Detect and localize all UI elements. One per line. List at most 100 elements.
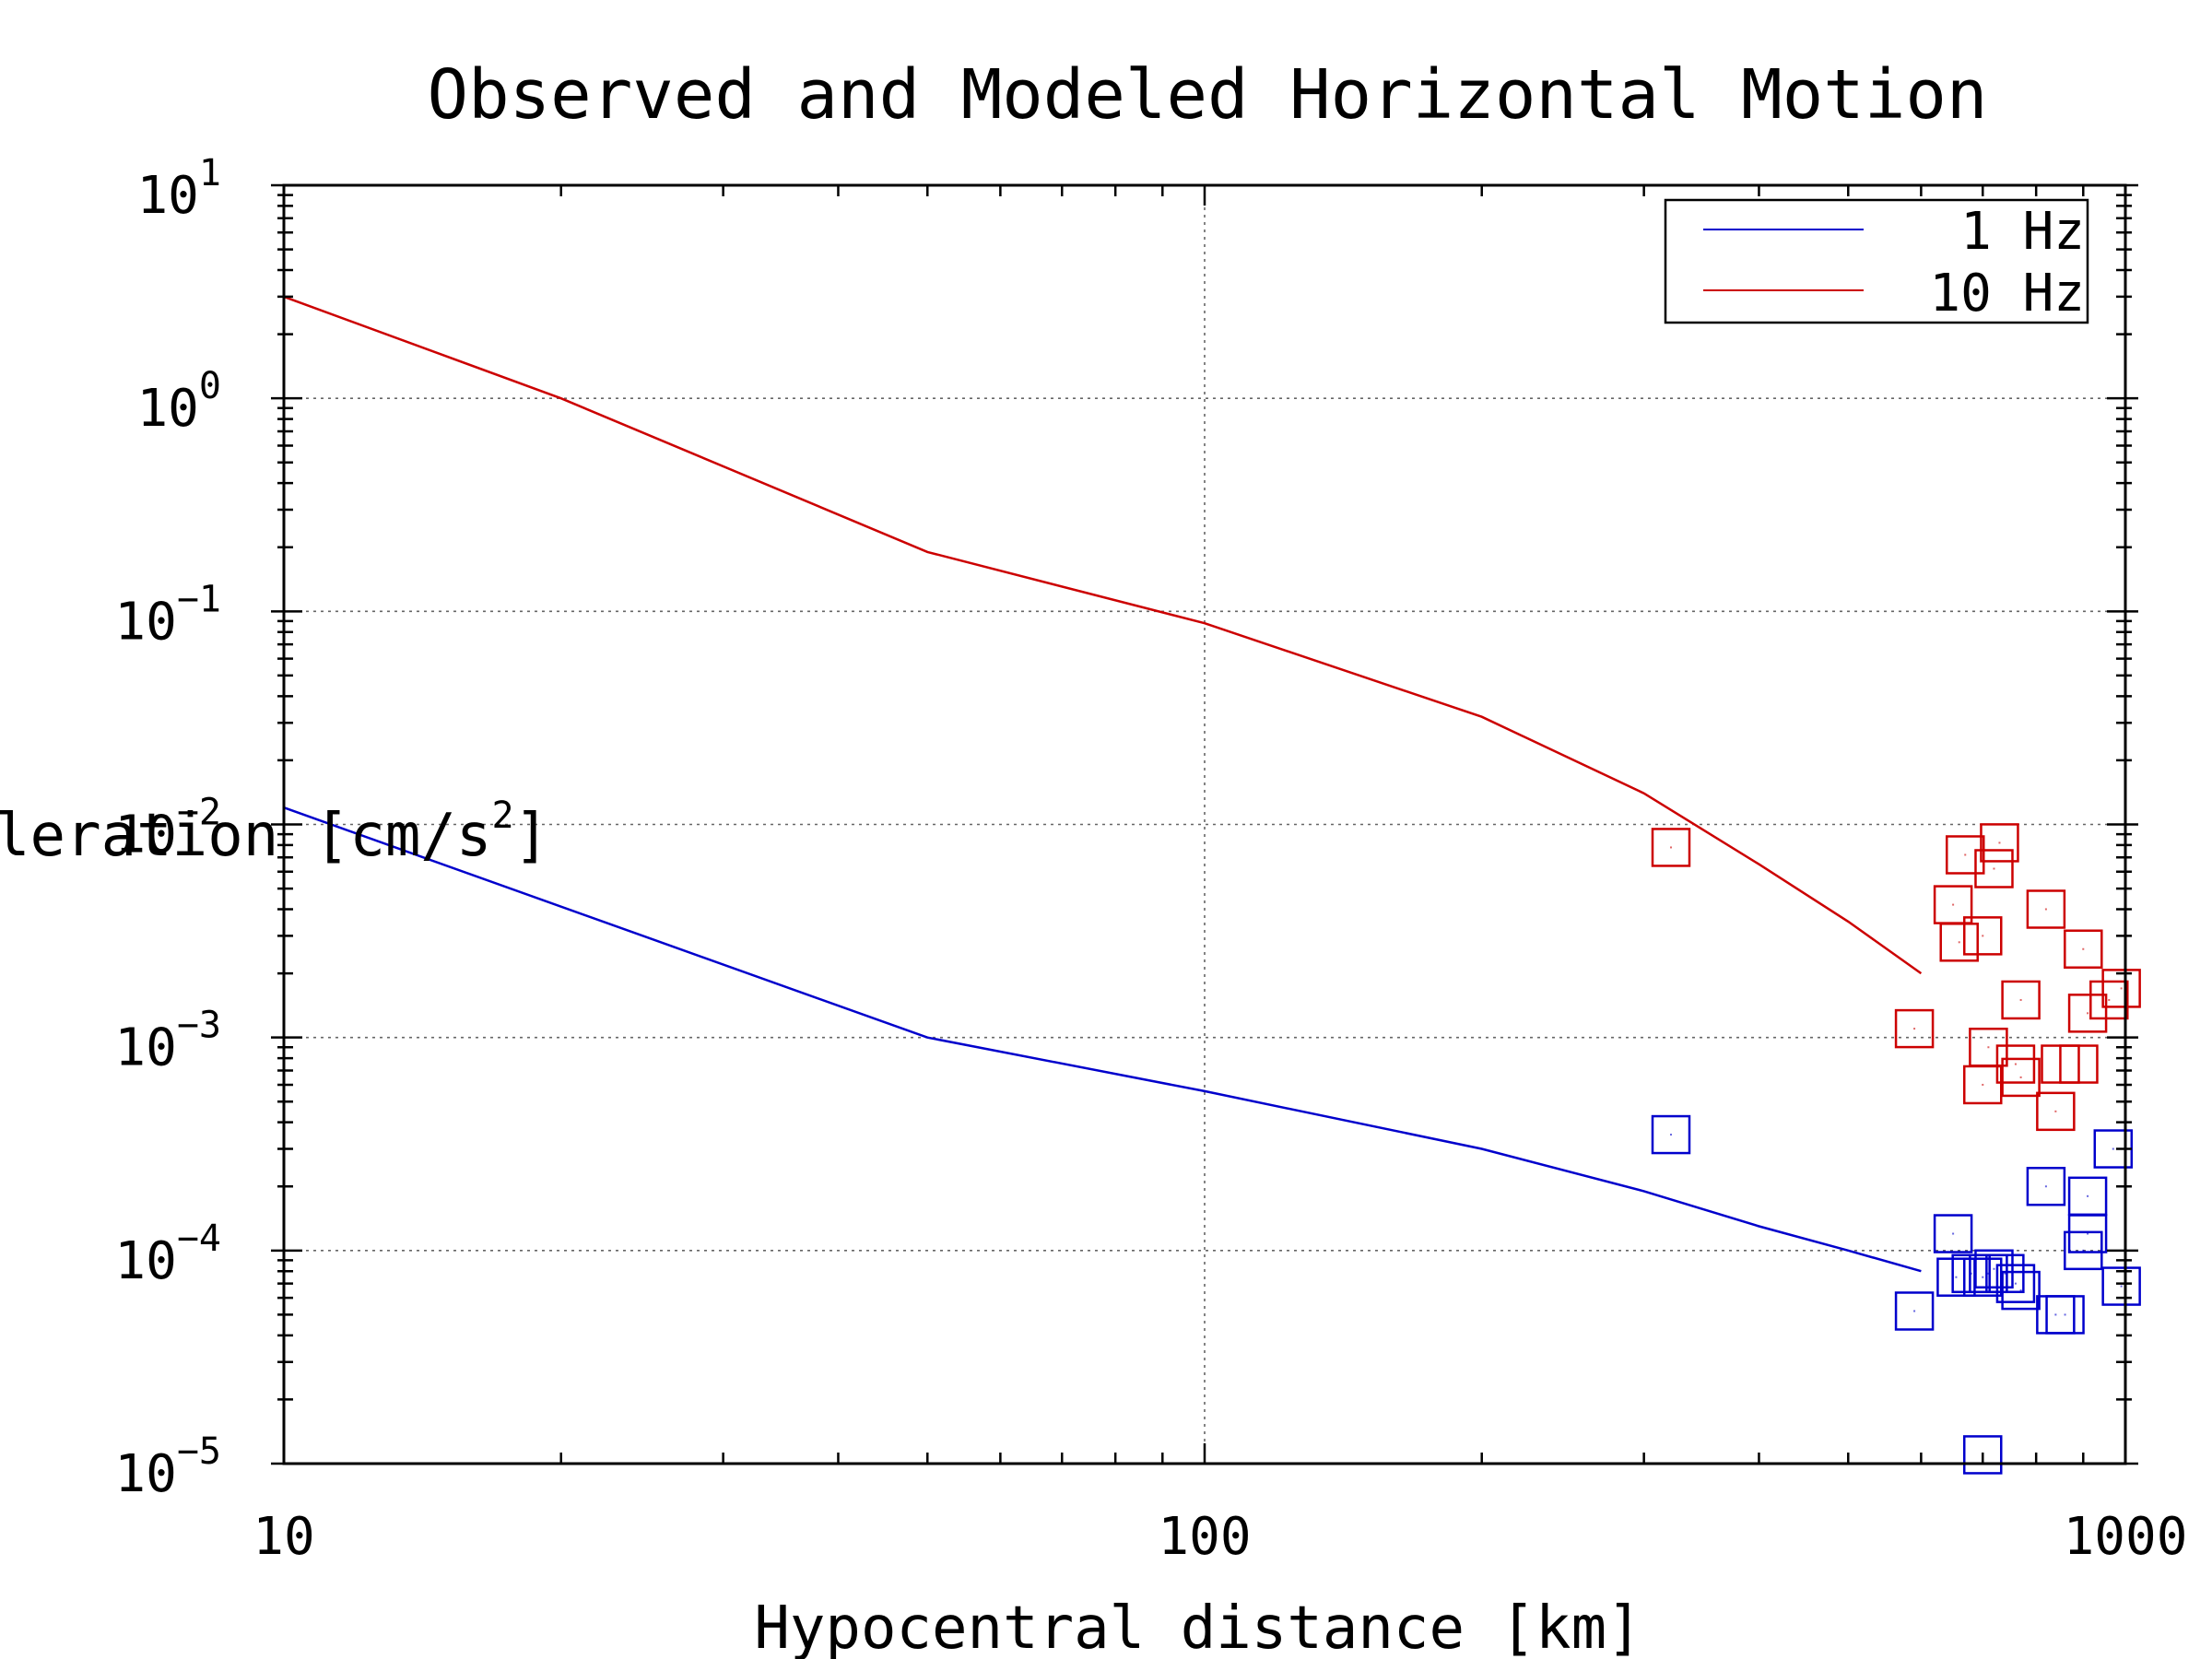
observed-point-center-1hz <box>2112 1147 2114 1150</box>
observed-point-center-10hz <box>1964 853 1967 856</box>
observed-point-10hz <box>1945 835 1985 875</box>
y-tick-base: 10 <box>114 806 176 865</box>
observed-point-10hz <box>1969 1027 2008 1067</box>
observed-point-10hz <box>1974 849 2014 888</box>
y-tick-exponent: −1 <box>177 578 221 620</box>
y-axis-title-close: ] <box>514 802 550 870</box>
observed-point-10hz <box>2059 1044 2099 1084</box>
observed-point-10hz <box>2001 980 2041 1020</box>
observed-point-center-10hz <box>1952 903 1955 906</box>
observed-point-center-10hz <box>1987 1046 1990 1049</box>
observed-point-center-1hz <box>1952 1232 1955 1235</box>
observed-point-center-10hz <box>1993 867 1995 870</box>
x-tick-labels: 10 100 1000 <box>253 1507 2187 1567</box>
observed-point-1hz <box>2064 1230 2103 1271</box>
observed-point-center-10hz <box>2019 998 2022 1001</box>
y-tick-exponent: 0 <box>199 365 221 407</box>
y-tick-base: 10 <box>114 1018 176 1078</box>
y-tick-label: 10−5 <box>114 1430 221 1504</box>
x-axis-title: Hypocentral distance [km] <box>754 1594 1641 1659</box>
y-tick-exponent: −2 <box>177 792 221 834</box>
observed-point-center-10hz <box>2019 1076 2022 1078</box>
observed-point-center-1hz <box>2044 1185 2047 1188</box>
y-tick-base: 10 <box>136 166 198 226</box>
model-line-1hz <box>283 806 1922 1273</box>
observed-point-center-10hz <box>2014 1063 2017 1065</box>
observed-point-10hz <box>1939 923 1979 962</box>
y-tick-label: 10−3 <box>114 1005 221 1078</box>
observed-point-1hz <box>1995 1264 2036 1303</box>
observed-point-10hz <box>2101 969 2141 1008</box>
y-tick-base: 10 <box>114 1231 176 1291</box>
x-tick-label: 1000 <box>2064 1507 2188 1567</box>
y-tick-label: 10−4 <box>114 1218 221 1291</box>
observed-point-center-10hz <box>1913 1028 1916 1030</box>
legend-label-1hz: 1 Hz <box>1960 202 2085 262</box>
observed-point-1hz <box>2001 1270 2041 1311</box>
chart-title: Observed and Modeled Horizontal Motion <box>428 55 1988 135</box>
observed-point-center-10hz <box>1669 846 1672 849</box>
y-tick-exponent: −5 <box>177 1430 221 1473</box>
y-axis-title-superscript: 2 <box>491 794 513 837</box>
grid-lines <box>284 185 2125 1464</box>
observed-point-1hz <box>2067 1176 2108 1217</box>
observed-point-10hz <box>2064 929 2103 969</box>
legend: 1 Hz 10 Hz <box>1664 198 2089 324</box>
y-tick-exponent: −4 <box>177 1218 221 1260</box>
axis-ticks <box>271 183 2138 1465</box>
observed-point-center-1hz <box>2054 1313 2057 1316</box>
observed-point-center-1hz <box>2014 1282 2017 1285</box>
observed-point-center-1hz <box>1955 1276 1958 1278</box>
observed-point-center-10hz <box>2044 908 2047 911</box>
observed-point-center-10hz <box>2082 947 2085 950</box>
observed-point-10hz <box>2026 889 2066 929</box>
observed-point-1hz <box>1651 1114 1691 1155</box>
observed-point-10hz <box>2036 1091 2076 1132</box>
observed-point-center-10hz <box>2077 1063 2080 1065</box>
observed-point-1hz <box>1974 1249 2014 1289</box>
observed-point-center-10hz <box>2120 987 2123 990</box>
observed-point-center-1hz <box>2064 1313 2066 1316</box>
y-tick-base: 10 <box>114 592 176 652</box>
y-tick-label: 100 <box>136 365 221 439</box>
observed-point-center-10hz <box>2108 998 2111 1001</box>
observed-point-center-1hz <box>1993 1267 1995 1270</box>
legend-box <box>1664 198 2089 324</box>
y-tick-base: 10 <box>114 1444 176 1504</box>
x-tick-label: 10 <box>253 1507 314 1567</box>
model-line-10hz <box>283 295 1923 975</box>
observed-point-center-1hz <box>1987 1272 1990 1275</box>
observed-point-1hz <box>1985 1253 2025 1294</box>
observed-point-10hz <box>2001 1057 2041 1098</box>
observed-point-1hz <box>1963 1435 2003 1475</box>
observed-point-10hz <box>1963 916 2003 956</box>
y-tick-exponent: −3 <box>177 1005 221 1047</box>
observed-point-1hz <box>2045 1295 2085 1335</box>
y-tick-exponent: 1 <box>199 152 221 194</box>
observed-point-center-1hz <box>2120 1285 2123 1288</box>
observed-point-center-10hz <box>2054 1110 2057 1112</box>
observed-point-center-1hz <box>2004 1272 2006 1275</box>
observed-point-center-1hz <box>1970 1272 1972 1275</box>
observed-point-center-10hz <box>1998 841 2001 844</box>
observed-point-10hz <box>2089 980 2129 1020</box>
x-tick-label: 100 <box>1158 1507 1251 1567</box>
observed-point-1hz <box>1933 1214 1973 1253</box>
y-tick-label: 101 <box>136 152 221 226</box>
y-axis-title-text: leration [cm/s <box>0 802 491 870</box>
observed-point-center-1hz <box>2087 1194 2089 1197</box>
series-layer <box>283 295 2141 1475</box>
observed-point-10hz <box>1651 828 1691 867</box>
y-tick-label: 10−2 <box>114 792 221 865</box>
y-axis-title: leration [cm/s2] <box>0 794 549 870</box>
legend-label-10hz: 10 Hz <box>1929 264 2085 324</box>
observed-point-center-1hz <box>2087 1232 2089 1235</box>
observed-point-10hz <box>1980 823 2019 863</box>
observed-point-10hz <box>2067 994 2108 1033</box>
observed-point-10hz <box>1894 1008 1935 1049</box>
observed-point-10hz <box>1995 1044 2036 1084</box>
observed-point-center-10hz <box>1982 1083 1984 1086</box>
observed-point-center-1hz <box>2019 1289 2022 1292</box>
